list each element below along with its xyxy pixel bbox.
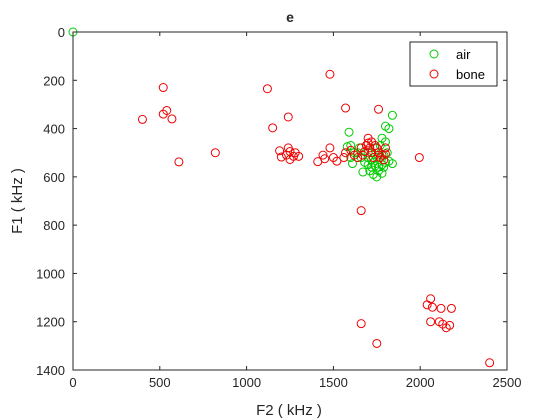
x-tick-label: 1500 (319, 375, 348, 390)
y-tick-label: 800 (43, 218, 65, 233)
y-tick-label: 200 (43, 73, 65, 88)
x-tick-label: 500 (149, 375, 171, 390)
x-tick-label: 0 (69, 375, 76, 390)
chart-title: e (286, 9, 294, 25)
legend-label-bone: bone (456, 67, 485, 82)
y-axis-label: F1 ( kHz ) (9, 168, 26, 234)
x-axis-label: F2 ( kHz ) (256, 402, 322, 419)
legend: air bone (410, 42, 497, 86)
y-tick-label: 600 (43, 170, 65, 185)
y-tick-label: 1200 (36, 315, 65, 330)
x-tick-label: 2500 (493, 375, 522, 390)
y-tick-label: 0 (58, 25, 65, 40)
legend-label-air: air (456, 47, 471, 62)
x-tick-label: 1000 (232, 375, 261, 390)
y-tick-label: 400 (43, 122, 65, 137)
y-tick-label: 1000 (36, 266, 65, 281)
y-tick-label: 1400 (36, 363, 65, 378)
x-tick-label: 2000 (406, 375, 435, 390)
